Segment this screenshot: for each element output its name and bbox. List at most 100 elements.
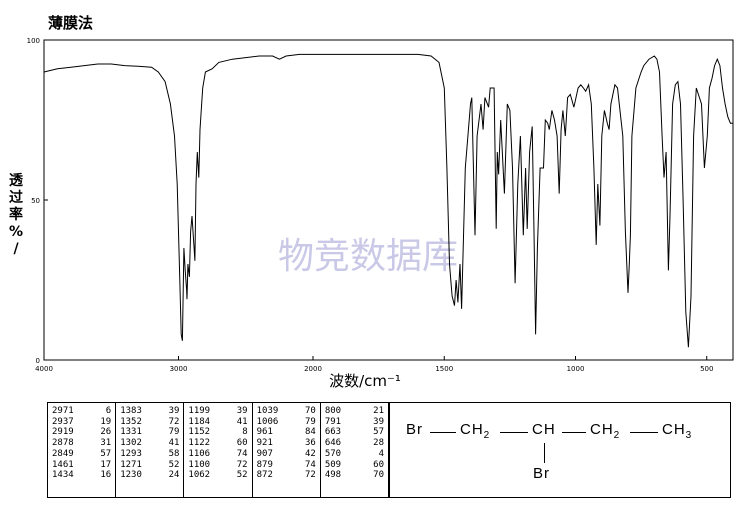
peak-column: 1039 70 1006 79 961 84 921 36 907 42 879 74 872 72 — [253, 403, 321, 497]
wavenumber: 1106 — [188, 448, 211, 459]
transmittance: 39 — [236, 406, 248, 416]
transmittance: 26 — [100, 427, 112, 438]
y-tick-label: 100 — [27, 37, 40, 45]
plot-frame — [43, 39, 734, 361]
peak-column: 1383 39 1352 72 1331 79 1302 41 1293 58 1271 52 1230… — [116, 403, 185, 497]
x-axis-label: 波数/cm⁻¹ — [329, 372, 401, 390]
wavenumber: 1461 — [52, 459, 74, 470]
x-tick-label: 4000 — [35, 365, 53, 373]
wavenumber: 872 — [256, 470, 273, 481]
transmittance: 72 — [168, 416, 180, 427]
peak-row: 1152 8 — [188, 427, 247, 438]
bond — [630, 432, 658, 433]
bond — [500, 432, 528, 433]
peak-row: 1461 17 — [52, 460, 111, 471]
wavenumber: 1039 — [256, 406, 279, 416]
transmittance: 24 — [168, 470, 180, 481]
y-axis: 0 50 100 — [27, 37, 48, 365]
transmittance: 41 — [236, 416, 248, 427]
x-tick-label: 3000 — [170, 365, 188, 373]
peak-row: 1352 72 — [120, 417, 179, 428]
transmittance: 52 — [236, 470, 248, 481]
bond — [430, 432, 456, 433]
transmittance: 58 — [168, 448, 180, 459]
transmittance: 70 — [304, 406, 316, 416]
wavenumber: 800 — [324, 406, 342, 416]
wavenumber: 1184 — [188, 416, 211, 427]
wavenumber: 1434 — [52, 470, 74, 481]
peak-column: 2971 6 2937 19 2919 26 2878 31 2849 57 1461 17 1434 1… — [48, 403, 117, 497]
structure-ch2-right: CH2 — [590, 421, 621, 441]
peak-row: 1106 74 — [188, 449, 247, 460]
structure-br-bottom: Br — [533, 465, 550, 482]
peak-row: 961 84 — [257, 427, 316, 438]
wavenumber: 2878 — [52, 438, 74, 449]
y-tick-label: 50 — [31, 197, 40, 205]
peak-row: 498 70 — [325, 470, 384, 481]
structure-br-left: Br — [406, 421, 423, 438]
peak-row: 509 60 — [325, 460, 384, 471]
structure-ch3: CH3 — [662, 421, 693, 441]
wavenumber: 2849 — [52, 448, 74, 459]
wavenumber: 509 — [324, 459, 342, 470]
chart-title: 薄膜法 — [48, 14, 94, 32]
transmittance: 16 — [100, 470, 112, 481]
peak-row: 1006 79 — [257, 417, 316, 428]
wavenumber: 1352 — [120, 416, 142, 427]
transmittance: 57 — [100, 448, 112, 459]
peak-row: 1293 58 — [120, 449, 179, 460]
transmittance: 17 — [100, 459, 112, 470]
transmittance: 31 — [100, 438, 112, 449]
transmittance: 4 — [378, 448, 385, 459]
wavenumber: 1122 — [188, 438, 211, 449]
transmittance: 42 — [304, 448, 316, 459]
peak-row: 1230 24 — [120, 470, 179, 481]
transmittance: 39 — [168, 406, 180, 416]
transmittance: 41 — [168, 438, 180, 449]
peak-row: 879 74 — [257, 460, 316, 471]
x-tick-label: 1500 — [435, 365, 453, 373]
wavenumber: 1302 — [120, 438, 142, 449]
transmittance: 72 — [304, 470, 316, 481]
wavenumber: 1230 — [120, 470, 142, 481]
transmittance: 28 — [373, 438, 385, 449]
peak-row: 1039 70 — [257, 406, 316, 417]
wavenumber: 961 — [256, 427, 273, 438]
peak-row: 646 28 — [325, 438, 384, 449]
wavenumber: 1331 — [120, 427, 142, 438]
x-tick-label: 2000 — [304, 365, 322, 373]
peak-row: 1062 52 — [188, 470, 247, 481]
peak-row: 1271 52 — [120, 460, 179, 471]
wavenumber: 879 — [256, 459, 273, 470]
transmittance: 79 — [304, 416, 316, 427]
peak-row: 2971 6 — [52, 406, 111, 417]
wavenumber: 570 — [324, 448, 342, 459]
y-tick-label: 0 — [36, 357, 40, 365]
peak-row: 1383 39 — [120, 406, 179, 417]
peak-row: 570 4 — [325, 449, 384, 460]
peak-row: 2919 26 — [52, 427, 111, 438]
peak-column: 1199 39 1184 41 1152 8 1122 60 1106 74 1100 72 1062 5… — [184, 403, 253, 497]
transmittance: 8 — [242, 427, 248, 438]
wavenumber: 1199 — [188, 406, 211, 416]
peak-row: 791 39 — [325, 417, 384, 428]
wavenumber: 791 — [324, 416, 342, 427]
transmittance: 60 — [236, 438, 248, 449]
wavenumber: 1062 — [188, 470, 211, 481]
peak-row: 872 72 — [257, 470, 316, 481]
peak-row: 921 36 — [257, 438, 316, 449]
transmittance: 19 — [100, 416, 112, 427]
transmittance: 36 — [304, 438, 316, 449]
x-tick-label: 500 — [700, 365, 713, 373]
bond — [544, 443, 545, 463]
transmittance: 72 — [236, 459, 248, 470]
y-axis-label-text: 透过率% / — [9, 173, 24, 257]
peak-column: 800 21 791 39 663 57 646 28 570 4 509 60 498 70 — [321, 403, 388, 497]
transmittance: 79 — [168, 427, 180, 438]
wavenumber: 1271 — [120, 459, 142, 470]
wavenumber: 907 — [256, 448, 273, 459]
bond — [562, 432, 586, 433]
peak-row: 663 57 — [325, 427, 384, 438]
peak-row: 2878 31 — [52, 438, 111, 449]
transmittance: 70 — [373, 470, 385, 481]
